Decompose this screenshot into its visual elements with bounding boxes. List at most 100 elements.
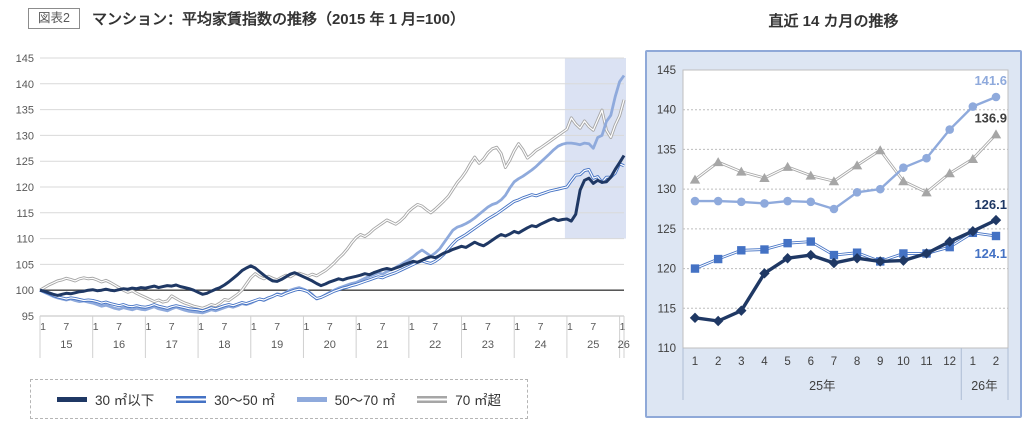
- svg-text:95: 95: [22, 311, 34, 323]
- svg-text:17: 17: [166, 339, 178, 351]
- svg-text:7: 7: [380, 321, 386, 333]
- svg-text:7: 7: [831, 356, 837, 368]
- svg-text:9: 9: [877, 356, 883, 368]
- legend-label: 30～50 ㎡: [214, 393, 275, 408]
- svg-text:25: 25: [587, 339, 599, 351]
- recent-14-months-panel: 110 115 120 125 130 135 140 145 1 2 3 4 5 6 7 8 9 10 11 12 1…: [645, 50, 1022, 418]
- svg-text:130: 130: [657, 184, 676, 196]
- highlight-band: [564, 58, 626, 239]
- svg-text:26年: 26年: [971, 379, 997, 393]
- right-chart-title: 直近 14 カ月の推移: [768, 13, 899, 30]
- gridlines: [40, 57, 624, 317]
- svg-text:7: 7: [327, 321, 333, 333]
- svg-text:145: 145: [657, 65, 676, 77]
- series-s30to50: [690, 228, 1001, 273]
- svg-text:21: 21: [376, 339, 388, 351]
- legend-item-50to70: 50～70 ㎡: [296, 389, 396, 409]
- svg-text:125: 125: [16, 156, 34, 168]
- svg-text:5: 5: [784, 356, 790, 368]
- svg-text:1: 1: [93, 321, 99, 333]
- series-over70: [39, 99, 626, 310]
- series-under30: [39, 154, 626, 297]
- svg-text:115: 115: [658, 303, 676, 315]
- legend-swatch-under30-line: [57, 396, 87, 402]
- svg-text:16: 16: [113, 339, 125, 351]
- legend-label: 50～70 ㎡: [334, 393, 396, 408]
- svg-text:20: 20: [324, 339, 336, 351]
- svg-text:1: 1: [356, 321, 362, 333]
- svg-text:1: 1: [198, 321, 204, 333]
- legend-label: 30 ㎡以下: [95, 393, 155, 408]
- svg-text:25年: 25年: [809, 379, 835, 393]
- svg-text:1: 1: [514, 321, 520, 333]
- svg-text:1: 1: [40, 321, 46, 333]
- legend: 30 ㎡以下 30～50 ㎡ 50～70 ㎡ 70 ㎡超: [30, 379, 528, 419]
- svg-text:110: 110: [16, 234, 34, 246]
- svg-text:7: 7: [432, 321, 438, 333]
- legend-swatch-50to70-line: [296, 396, 327, 402]
- svg-text:1: 1: [462, 321, 468, 333]
- svg-text:100: 100: [16, 285, 34, 297]
- svg-text:7: 7: [590, 321, 596, 333]
- svg-text:1: 1: [620, 321, 626, 333]
- end-label-over70: 136.9: [974, 110, 1007, 125]
- end-label-s30to50: 124.1: [974, 246, 1007, 261]
- y-axis: 110 115 120 125 130 135 140 145: [657, 65, 676, 355]
- svg-text:4: 4: [761, 356, 768, 368]
- svg-text:18: 18: [218, 339, 230, 351]
- svg-text:140: 140: [16, 79, 34, 91]
- svg-text:2: 2: [715, 356, 721, 368]
- figure-label: 図表2: [28, 8, 80, 29]
- series-over70: [689, 129, 1002, 197]
- svg-text:7: 7: [169, 321, 175, 333]
- svg-text:6: 6: [808, 356, 814, 368]
- svg-text:7: 7: [116, 321, 122, 333]
- legend-item-30to50: 30～50 ㎡: [176, 389, 275, 409]
- svg-text:120: 120: [16, 182, 34, 194]
- svg-text:3: 3: [738, 356, 744, 368]
- svg-text:19: 19: [271, 339, 283, 351]
- svg-text:1: 1: [409, 321, 415, 333]
- svg-text:7: 7: [221, 321, 227, 333]
- svg-text:7: 7: [485, 321, 491, 333]
- svg-text:110: 110: [658, 343, 676, 355]
- data-labels: 136.9 141.6 124.1 126.1: [974, 73, 1007, 261]
- svg-text:23: 23: [482, 339, 494, 351]
- svg-text:135: 135: [657, 144, 676, 156]
- svg-text:115: 115: [16, 208, 34, 220]
- svg-text:2: 2: [993, 356, 999, 368]
- end-label-under30: 126.1: [974, 197, 1007, 212]
- rent-index-history-chart-area: 95 100 105 110 115 120 125 130 135 140 145 1 7 15 1 7 16…: [8, 48, 640, 378]
- svg-text:7: 7: [538, 321, 544, 333]
- series-s30to50: [39, 162, 625, 313]
- svg-text:105: 105: [16, 259, 34, 271]
- svg-text:1: 1: [567, 321, 573, 333]
- svg-text:1: 1: [970, 356, 976, 368]
- svg-text:130: 130: [16, 130, 34, 142]
- svg-text:24: 24: [534, 339, 546, 351]
- svg-text:22: 22: [429, 339, 441, 351]
- svg-text:1: 1: [145, 321, 151, 333]
- page-title: マンション：平均家賃指数の推移（2015 年 1 月=100）: [91, 11, 465, 28]
- svg-text:10: 10: [897, 356, 910, 368]
- svg-text:12: 12: [943, 356, 956, 368]
- svg-text:15: 15: [60, 339, 72, 351]
- svg-text:26: 26: [618, 339, 630, 351]
- svg-text:1: 1: [304, 321, 310, 333]
- svg-text:135: 135: [16, 105, 34, 117]
- legend-swatch-over70-line: [417, 395, 448, 403]
- legend-item-under30: 30 ㎡以下: [57, 389, 154, 409]
- series-s50to70: [690, 92, 1001, 214]
- y-axis: 95 100 105 110 115 120 125 130 135 140 145: [16, 53, 34, 323]
- svg-text:11: 11: [921, 356, 933, 368]
- svg-text:120: 120: [657, 264, 676, 276]
- svg-text:7: 7: [63, 321, 69, 333]
- svg-text:1: 1: [692, 356, 698, 368]
- svg-text:8: 8: [854, 356, 860, 368]
- svg-text:1: 1: [251, 321, 257, 333]
